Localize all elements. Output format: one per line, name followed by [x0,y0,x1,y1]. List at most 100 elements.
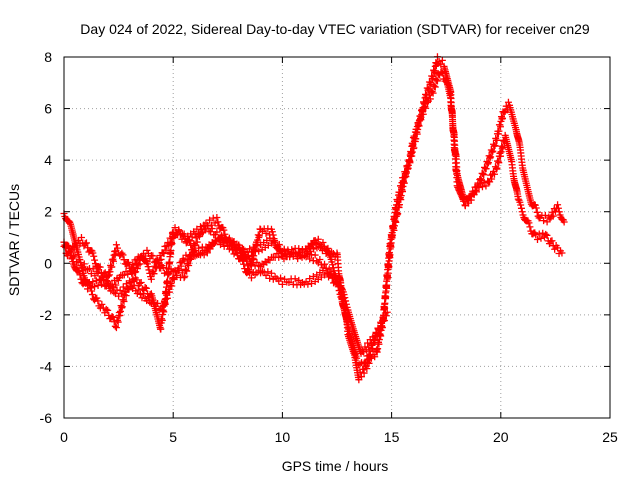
data-point [558,249,566,257]
data-point [234,251,242,259]
data-point [431,68,439,76]
data-point [487,153,495,161]
data-point [357,373,365,381]
data-point [143,246,151,254]
data-point [484,160,492,168]
data-point [387,239,395,247]
data-point [77,275,85,283]
data-point [84,285,92,293]
data-point [214,218,222,226]
data-point [488,148,496,156]
data-point [295,276,303,284]
data-point [537,234,545,242]
data-point [284,246,292,254]
data-point [225,236,233,244]
data-point [322,264,330,272]
data-point [135,286,143,294]
data-point [400,179,408,187]
data-point [308,240,316,248]
data-point [90,252,98,260]
data-point [167,238,175,246]
data-point [111,322,119,330]
data-point [114,244,122,252]
data-point [122,292,130,300]
data-point [296,249,304,257]
data-point [368,340,376,348]
data-point [378,322,386,330]
data-point [149,252,157,260]
data-point [213,228,221,236]
data-point [110,257,118,265]
grid [64,57,610,418]
data-point [310,245,318,253]
data-point [101,269,109,277]
data-point [114,318,122,326]
data-point [371,353,379,361]
data-point [82,239,90,247]
data-point [82,279,90,287]
data-point [275,253,283,261]
x-tick-label: 25 [602,429,618,445]
x-tick-label: 0 [60,429,68,445]
data-point [488,175,496,183]
data-point [62,243,70,251]
data-point [108,263,116,271]
data-point [246,267,254,275]
data-point [206,216,214,224]
data-point [274,242,282,250]
data-point [359,365,367,373]
data-point [426,80,434,88]
data-point [271,237,279,245]
data-point [163,277,171,285]
data-point [353,354,361,362]
data-point [81,240,89,248]
data-point [246,254,254,262]
data-point [308,280,316,288]
data-point [157,255,165,263]
data-point [144,263,152,271]
data-point [548,208,556,216]
data-point [365,352,373,360]
data-point [180,257,188,265]
data-point [262,229,270,237]
series-track-d [60,233,341,314]
data-point [532,231,540,239]
data-point [144,293,152,301]
data-point [330,270,338,278]
data-point [457,191,465,199]
data-point [438,56,446,64]
data-point [554,204,562,212]
data-point [76,255,84,263]
axis-ticks: 0 5 10 15 20 25 -6 -4 -2 0 2 4 6 8 [40,49,618,445]
data-point [203,249,211,257]
data-point [227,242,235,250]
x-tick-label: 10 [275,429,291,445]
data-point [495,127,503,135]
data-point [282,251,290,259]
data-point [321,260,329,268]
data-point [389,231,397,239]
y-tick-label: 0 [44,255,52,271]
data-point [514,195,522,203]
data-point [329,261,337,269]
data-point [431,83,439,91]
data-point [112,241,120,249]
data-point [108,283,116,291]
data-point [147,275,155,283]
data-point [137,279,145,287]
data-point [542,230,550,238]
data-point [484,159,492,167]
data-point [341,294,349,302]
data-point [383,308,391,316]
data-point [177,262,185,270]
data-point [100,276,108,284]
data-point [490,170,498,178]
data-point [306,275,314,283]
data-point [247,274,255,282]
data-point [285,278,293,286]
data-point [360,369,368,377]
data-point [142,257,150,265]
x-axis-label: GPS time / hours [282,458,389,474]
data-point [489,147,497,155]
data-point [195,244,203,252]
